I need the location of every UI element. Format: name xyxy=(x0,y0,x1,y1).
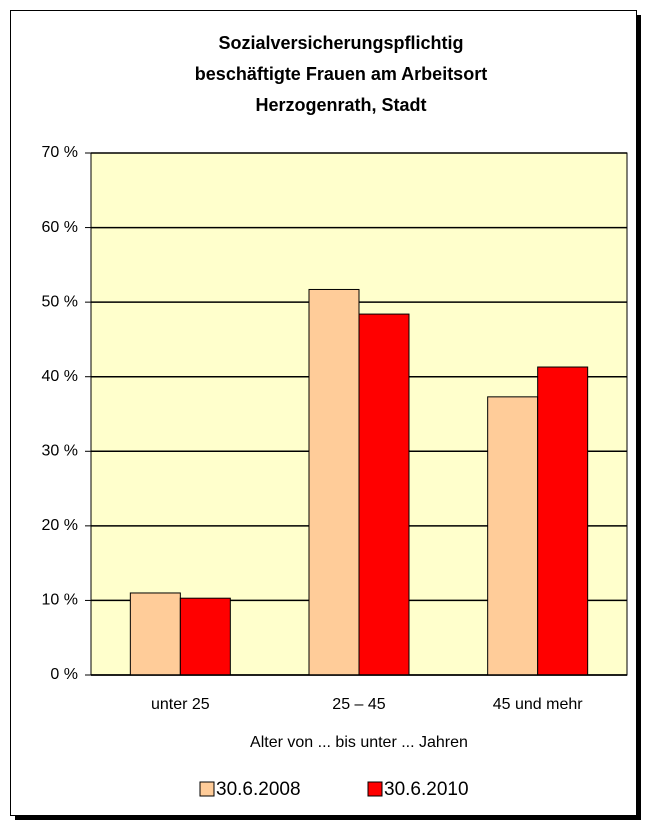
bar xyxy=(358,313,410,676)
legend-swatch xyxy=(199,781,215,797)
chart-title: beschäftigte Frauen am Arbeitsort xyxy=(195,64,487,84)
x-tick-label: 45 und mehr xyxy=(493,696,584,713)
bar xyxy=(308,288,360,676)
x-tick-label: 25 – 45 xyxy=(332,696,385,713)
y-tick-label: 40 % xyxy=(42,368,78,385)
chart-title: Sozialversicherungspflichtig xyxy=(218,33,463,53)
y-tick-label: 70 % xyxy=(42,144,78,161)
y-tick-label: 30 % xyxy=(42,443,78,460)
bar xyxy=(179,597,231,676)
bar xyxy=(129,592,181,676)
y-tick-label: 60 % xyxy=(42,219,78,236)
chart-title: Herzogenrath, Stadt xyxy=(255,95,426,115)
bar xyxy=(537,366,589,676)
legend-label: 30.6.2008 xyxy=(216,779,301,800)
legend-label: 30.6.2010 xyxy=(384,779,469,800)
y-tick-label: 20 % xyxy=(42,517,78,534)
y-tick-label: 0 % xyxy=(50,666,78,683)
x-axis-label: Alter von ... bis unter ... Jahren xyxy=(250,734,468,751)
legend-swatch xyxy=(367,781,383,797)
y-tick-label: 10 % xyxy=(42,592,78,609)
y-tick-label: 50 % xyxy=(42,293,78,310)
x-tick-label: unter 25 xyxy=(151,696,210,713)
bar xyxy=(487,396,539,676)
